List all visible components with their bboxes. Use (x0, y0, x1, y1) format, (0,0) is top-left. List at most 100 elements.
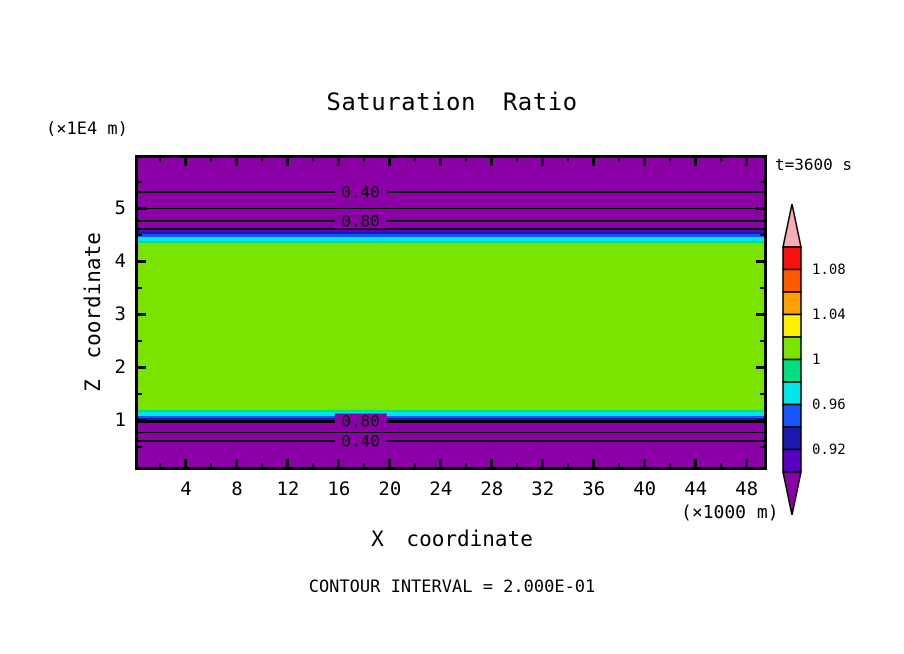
x-tick-label-20: 20 (378, 478, 402, 500)
contour-line-06 (135, 432, 767, 433)
colorbar-over-arrow (782, 203, 802, 248)
z-tick (756, 206, 767, 210)
fill-band-violet (135, 230, 767, 232)
z-tick (756, 418, 767, 422)
fill-band-spring (135, 241, 767, 243)
x-tick (592, 155, 596, 166)
x-tick (312, 463, 315, 470)
x-tick (720, 155, 723, 162)
x-tick (261, 155, 264, 162)
contour-line-08 (135, 420, 767, 423)
colorbar-cell-spring (782, 358, 802, 383)
x-tick (541, 155, 545, 166)
z-tick (760, 339, 767, 342)
z-tick-label-3: 3 (114, 303, 126, 326)
fill-band-blue (135, 234, 767, 237)
colorbar-cell-red (782, 246, 802, 271)
fill-band-navy (135, 418, 767, 420)
x-tick (720, 463, 723, 470)
x-tick (669, 463, 672, 470)
x-tick (643, 459, 647, 470)
z-tick (135, 259, 146, 263)
x-tick (618, 155, 621, 162)
x-tick (414, 463, 417, 470)
z-tick-label-1: 1 (114, 409, 126, 432)
x-tick-label-40: 40 (633, 478, 657, 500)
colorbar-cell-orangered (782, 268, 802, 293)
x-tick (235, 155, 239, 166)
x-tick (286, 459, 290, 470)
x-tick (210, 155, 213, 162)
contour-line-08 (135, 220, 767, 222)
x-tick-label-24: 24 (429, 478, 453, 500)
colorbar-cell-cyan (782, 381, 802, 406)
z-tick (135, 418, 146, 422)
x-tick (439, 155, 443, 166)
fill-band-chartreuse (135, 243, 767, 410)
x-tick (567, 155, 570, 162)
contour-label-040: 0.40 (334, 184, 387, 200)
z-tick (135, 339, 142, 342)
z-tick (135, 312, 146, 316)
x-axis-unit-label: (×1000 m) (681, 502, 779, 523)
z-tick (135, 180, 142, 183)
x-tick (643, 155, 647, 166)
plot-area: 0.40 0.80 0.80 0.40 (135, 155, 767, 470)
x-tick (745, 155, 749, 166)
z-tick (135, 206, 146, 210)
x-tick-label-4: 4 (180, 478, 192, 500)
colorbar-label-108: 1.08 (812, 261, 846, 278)
fill-band-blue (135, 416, 767, 418)
colorbar-cell-navy (782, 426, 802, 451)
x-tick-label-32: 32 (531, 478, 555, 500)
colorbar-cell-violet (782, 448, 802, 473)
z-tick (135, 286, 142, 289)
fill-band-navy (135, 232, 767, 234)
colorbar-cell-yellow (782, 313, 802, 338)
z-tick (135, 233, 142, 236)
colorbar-under-arrow (782, 471, 802, 516)
x-tick (490, 155, 494, 166)
x-tick (516, 463, 519, 470)
chart-title: Saturation Ratio (326, 88, 578, 116)
colorbar-label-092: 0.92 (812, 441, 846, 458)
x-tick (567, 463, 570, 470)
colorbar-cell-blue (782, 403, 802, 428)
colorbar-svg (782, 203, 802, 516)
contour-interval-note: CONTOUR INTERVAL = 2.000E-01 (308, 577, 596, 597)
x-tick (694, 459, 698, 470)
x-tick (669, 155, 672, 162)
z-tick (760, 286, 767, 289)
time-annotation: t=3600 s (775, 155, 853, 174)
x-tick (745, 459, 749, 470)
x-tick (592, 459, 596, 470)
fill-band-cyan (135, 412, 767, 416)
contour-label-040: 0.40 (334, 433, 387, 449)
x-tick (618, 463, 621, 470)
z-axis-unit-label: (×1E4 m) (46, 119, 128, 139)
x-tick (312, 155, 315, 162)
x-tick (363, 463, 366, 470)
x-tick (261, 463, 264, 470)
z-tick (135, 365, 146, 369)
x-tick (159, 155, 162, 162)
x-tick (465, 463, 468, 470)
x-tick (516, 155, 519, 162)
z-tick (756, 259, 767, 263)
contour-line-1 (135, 228, 767, 230)
x-tick (235, 459, 239, 470)
z-tick-label-4: 4 (114, 250, 126, 273)
colorbar-label-096: 0.96 (812, 396, 846, 413)
x-tick (159, 463, 162, 470)
z-tick (760, 445, 767, 448)
x-tick (337, 459, 341, 470)
x-tick (439, 459, 443, 470)
x-tick-label-48: 48 (735, 478, 759, 500)
x-axis-title: X coordinate (371, 527, 533, 551)
contour-line-04 (135, 191, 767, 193)
fill-band-cyan (135, 237, 767, 241)
x-tick-label-36: 36 (582, 478, 606, 500)
x-tick (414, 155, 417, 162)
z-tick (760, 180, 767, 183)
